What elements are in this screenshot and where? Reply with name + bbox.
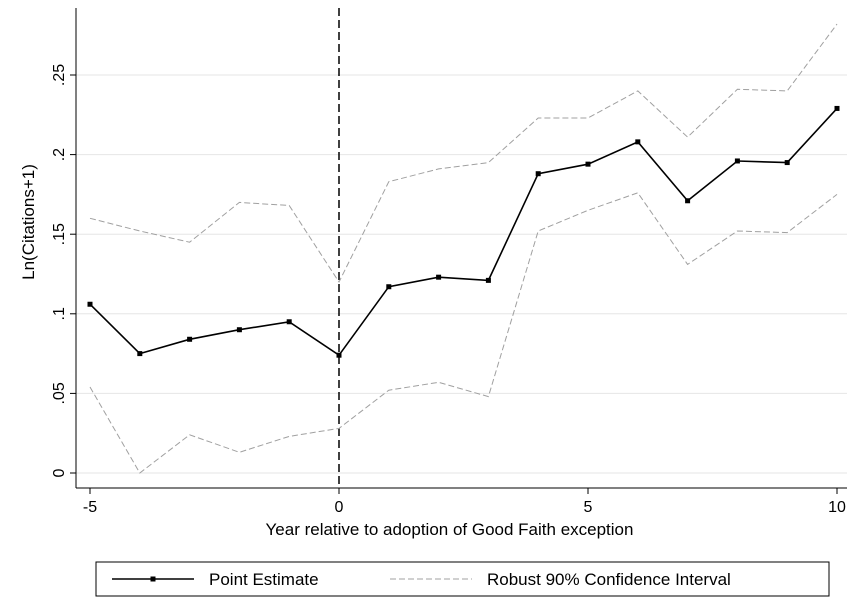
point-estimate-marker: [635, 139, 641, 145]
point-estimate-marker: [386, 284, 392, 290]
point-estimate-marker: [535, 171, 541, 177]
point-estimate-marker: [336, 352, 342, 358]
point-estimate-marker: [87, 301, 93, 307]
x-axis-label: Year relative to adoption of Good Faith …: [266, 520, 634, 539]
y-tick-label: .1: [51, 307, 68, 320]
point-estimate-marker: [137, 351, 143, 357]
ci-lower-line: [89, 192, 838, 474]
point-estimate-marker: [236, 327, 242, 333]
y-tick-label: .2: [51, 148, 68, 161]
point-estimate-marker: [585, 161, 591, 167]
x-tick-label: 10: [828, 499, 846, 516]
point-estimate-marker: [784, 160, 790, 166]
x-tick-label: 5: [584, 499, 593, 516]
y-axis-label: Ln(Citations+1): [19, 164, 38, 280]
point-estimate-marker: [286, 319, 292, 325]
y-tick-label: .05: [51, 382, 68, 404]
x-tick-label: -5: [83, 499, 97, 516]
legend: Point Estimate Robust 90% Confidence Int…: [95, 561, 830, 597]
tick-labels: 0 .05 .1 .15 .2 .25 -5 0 5 10: [51, 64, 846, 516]
y-tick-label: .15: [51, 223, 68, 245]
point-estimate-marker: [485, 277, 491, 283]
x-tick-label: 0: [335, 499, 344, 516]
legend-label-point-estimate: Point Estimate: [209, 570, 319, 589]
point-estimate-marker: [734, 158, 740, 164]
series-group: [87, 23, 840, 474]
y-tick-label: 0: [51, 468, 68, 477]
grid-lines: [76, 74, 847, 474]
point-estimate-line: [89, 107, 838, 357]
ci-upper-line: [89, 23, 838, 284]
point-estimate-marker: [436, 274, 442, 280]
y-tick-label: .25: [51, 64, 68, 86]
point-estimate-marker: [834, 105, 840, 111]
axes: [70, 8, 847, 494]
legend-label-confidence-interval: Robust 90% Confidence Interval: [487, 570, 731, 589]
point-estimate-marker: [685, 198, 691, 204]
legend-marker-point-estimate: [150, 576, 156, 582]
point-estimate-marker: [187, 336, 193, 342]
